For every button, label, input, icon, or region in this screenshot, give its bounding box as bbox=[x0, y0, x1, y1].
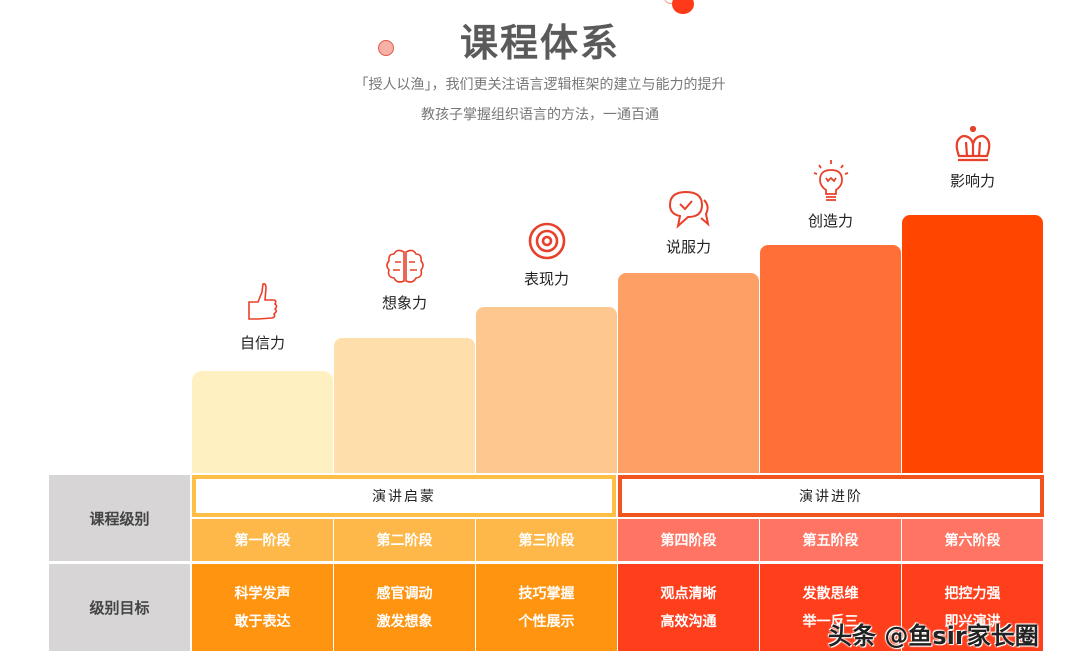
page-title: 课程体系 bbox=[459, 21, 620, 65]
thumbs-up-icon bbox=[247, 283, 277, 320]
lightbulb-icon bbox=[813, 160, 848, 201]
skill-creativity: 创造力 bbox=[760, 158, 901, 231]
goal-line: 科学发声 bbox=[234, 585, 291, 602]
skill-label: 表现力 bbox=[523, 270, 569, 288]
chat-bubbles-icon bbox=[668, 190, 710, 229]
watermark: 头条 @鱼sir家长圈 bbox=[828, 622, 1039, 650]
stage-1: 第一阶段 bbox=[192, 519, 333, 561]
goal-line: 感官调动 bbox=[376, 585, 433, 602]
skill-bar-2 bbox=[334, 338, 475, 473]
goal-cell-1: 科学发声 敢于表达 bbox=[192, 564, 333, 651]
skill-label: 想象力 bbox=[381, 294, 427, 312]
skill-bar-6 bbox=[902, 215, 1043, 473]
stage-4: 第四阶段 bbox=[618, 519, 759, 561]
skill-influence: 影响力 bbox=[902, 126, 1043, 191]
decorative-pink-dot bbox=[378, 40, 394, 56]
goal-line: 高效沟通 bbox=[660, 613, 717, 630]
goal-line: 观点清晰 bbox=[660, 585, 717, 602]
goal-line: 敢于表达 bbox=[234, 613, 291, 630]
goal-cell-5: 发散思维 举一反三 bbox=[760, 564, 901, 651]
skill-label: 说服力 bbox=[665, 238, 711, 256]
skill-persuasion: 说服力 bbox=[618, 190, 759, 257]
skill-expression: 表现力 bbox=[476, 220, 617, 289]
row-label-course-level: 课程级别 bbox=[49, 475, 190, 561]
goal-line: 把控力强 bbox=[944, 585, 1001, 602]
skill-imagination: 想象力 bbox=[334, 248, 475, 313]
stage-5: 第五阶段 bbox=[760, 519, 901, 561]
goal-line: 激发想象 bbox=[376, 613, 433, 630]
skill-label: 创造力 bbox=[807, 212, 853, 230]
goal-line: 个性展示 bbox=[518, 613, 575, 630]
decorative-red-dot bbox=[672, 0, 694, 14]
skill-label: 自信力 bbox=[239, 334, 285, 352]
group-speech-advanced: 演讲进阶 bbox=[618, 475, 1044, 517]
goal-cell-4: 观点清晰 高效沟通 bbox=[618, 564, 759, 651]
goal-line: 技巧掌握 bbox=[518, 585, 575, 602]
skill-bar-4 bbox=[618, 273, 759, 473]
group-speech-enlightenment: 演讲启蒙 bbox=[192, 475, 616, 517]
goal-line: 举一反三 bbox=[802, 613, 859, 630]
goal-cell-3: 技巧掌握 个性展示 bbox=[476, 564, 617, 651]
skill-confidence: 自信力 bbox=[192, 282, 333, 353]
row-label-level-goal: 级别目标 bbox=[49, 564, 190, 651]
subtitle-line-1: 「授人以渔」，我们更关注语言逻辑框架的建立与能力的提升 bbox=[354, 77, 726, 93]
goal-line: 即兴演讲 bbox=[944, 613, 1001, 630]
skill-bar-3 bbox=[476, 307, 617, 473]
stage-6: 第六阶段 bbox=[902, 519, 1043, 561]
goal-cell-2: 感官调动 激发想象 bbox=[334, 564, 475, 651]
skill-bar-5 bbox=[760, 245, 901, 473]
crown-icon bbox=[955, 126, 990, 162]
subtitle-line-2: 教孩子掌握组织语言的方法，一通百通 bbox=[421, 107, 659, 123]
goal-line: 发散思维 bbox=[802, 585, 859, 602]
goal-cell-6: 把控力强 即兴演讲 bbox=[902, 564, 1043, 651]
skill-label: 影响力 bbox=[949, 172, 995, 190]
stage-3: 第三阶段 bbox=[476, 519, 617, 561]
skill-bar-1 bbox=[192, 371, 333, 473]
brain-icon bbox=[385, 249, 424, 283]
stage-2: 第二阶段 bbox=[334, 519, 475, 561]
target-icon bbox=[528, 222, 565, 260]
